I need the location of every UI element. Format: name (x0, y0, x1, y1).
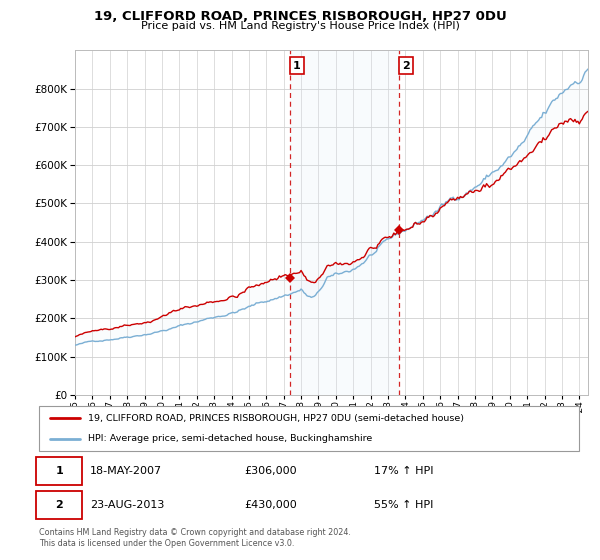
Text: 19, CLIFFORD ROAD, PRINCES RISBOROUGH, HP27 0DU: 19, CLIFFORD ROAD, PRINCES RISBOROUGH, H… (94, 10, 506, 23)
FancyBboxPatch shape (36, 457, 82, 486)
Bar (290, 50, 400, 395)
Text: 55% ↑ HPI: 55% ↑ HPI (374, 500, 433, 510)
Text: 1: 1 (55, 466, 63, 476)
Text: 18-MAY-2007: 18-MAY-2007 (90, 466, 163, 476)
Text: 2: 2 (402, 60, 410, 71)
Text: HPI: Average price, semi-detached house, Buckinghamshire: HPI: Average price, semi-detached house,… (88, 434, 372, 443)
Text: £430,000: £430,000 (244, 500, 297, 510)
Text: £306,000: £306,000 (244, 466, 297, 476)
Text: 17% ↑ HPI: 17% ↑ HPI (374, 466, 433, 476)
FancyBboxPatch shape (36, 491, 82, 519)
Text: 2: 2 (55, 500, 63, 510)
Text: Contains HM Land Registry data © Crown copyright and database right 2024.
This d: Contains HM Land Registry data © Crown c… (39, 528, 351, 548)
Text: 1: 1 (293, 60, 301, 71)
Text: 19, CLIFFORD ROAD, PRINCES RISBOROUGH, HP27 0DU (semi-detached house): 19, CLIFFORD ROAD, PRINCES RISBOROUGH, H… (88, 414, 464, 423)
Text: 23-AUG-2013: 23-AUG-2013 (90, 500, 164, 510)
Text: Price paid vs. HM Land Registry's House Price Index (HPI): Price paid vs. HM Land Registry's House … (140, 21, 460, 31)
